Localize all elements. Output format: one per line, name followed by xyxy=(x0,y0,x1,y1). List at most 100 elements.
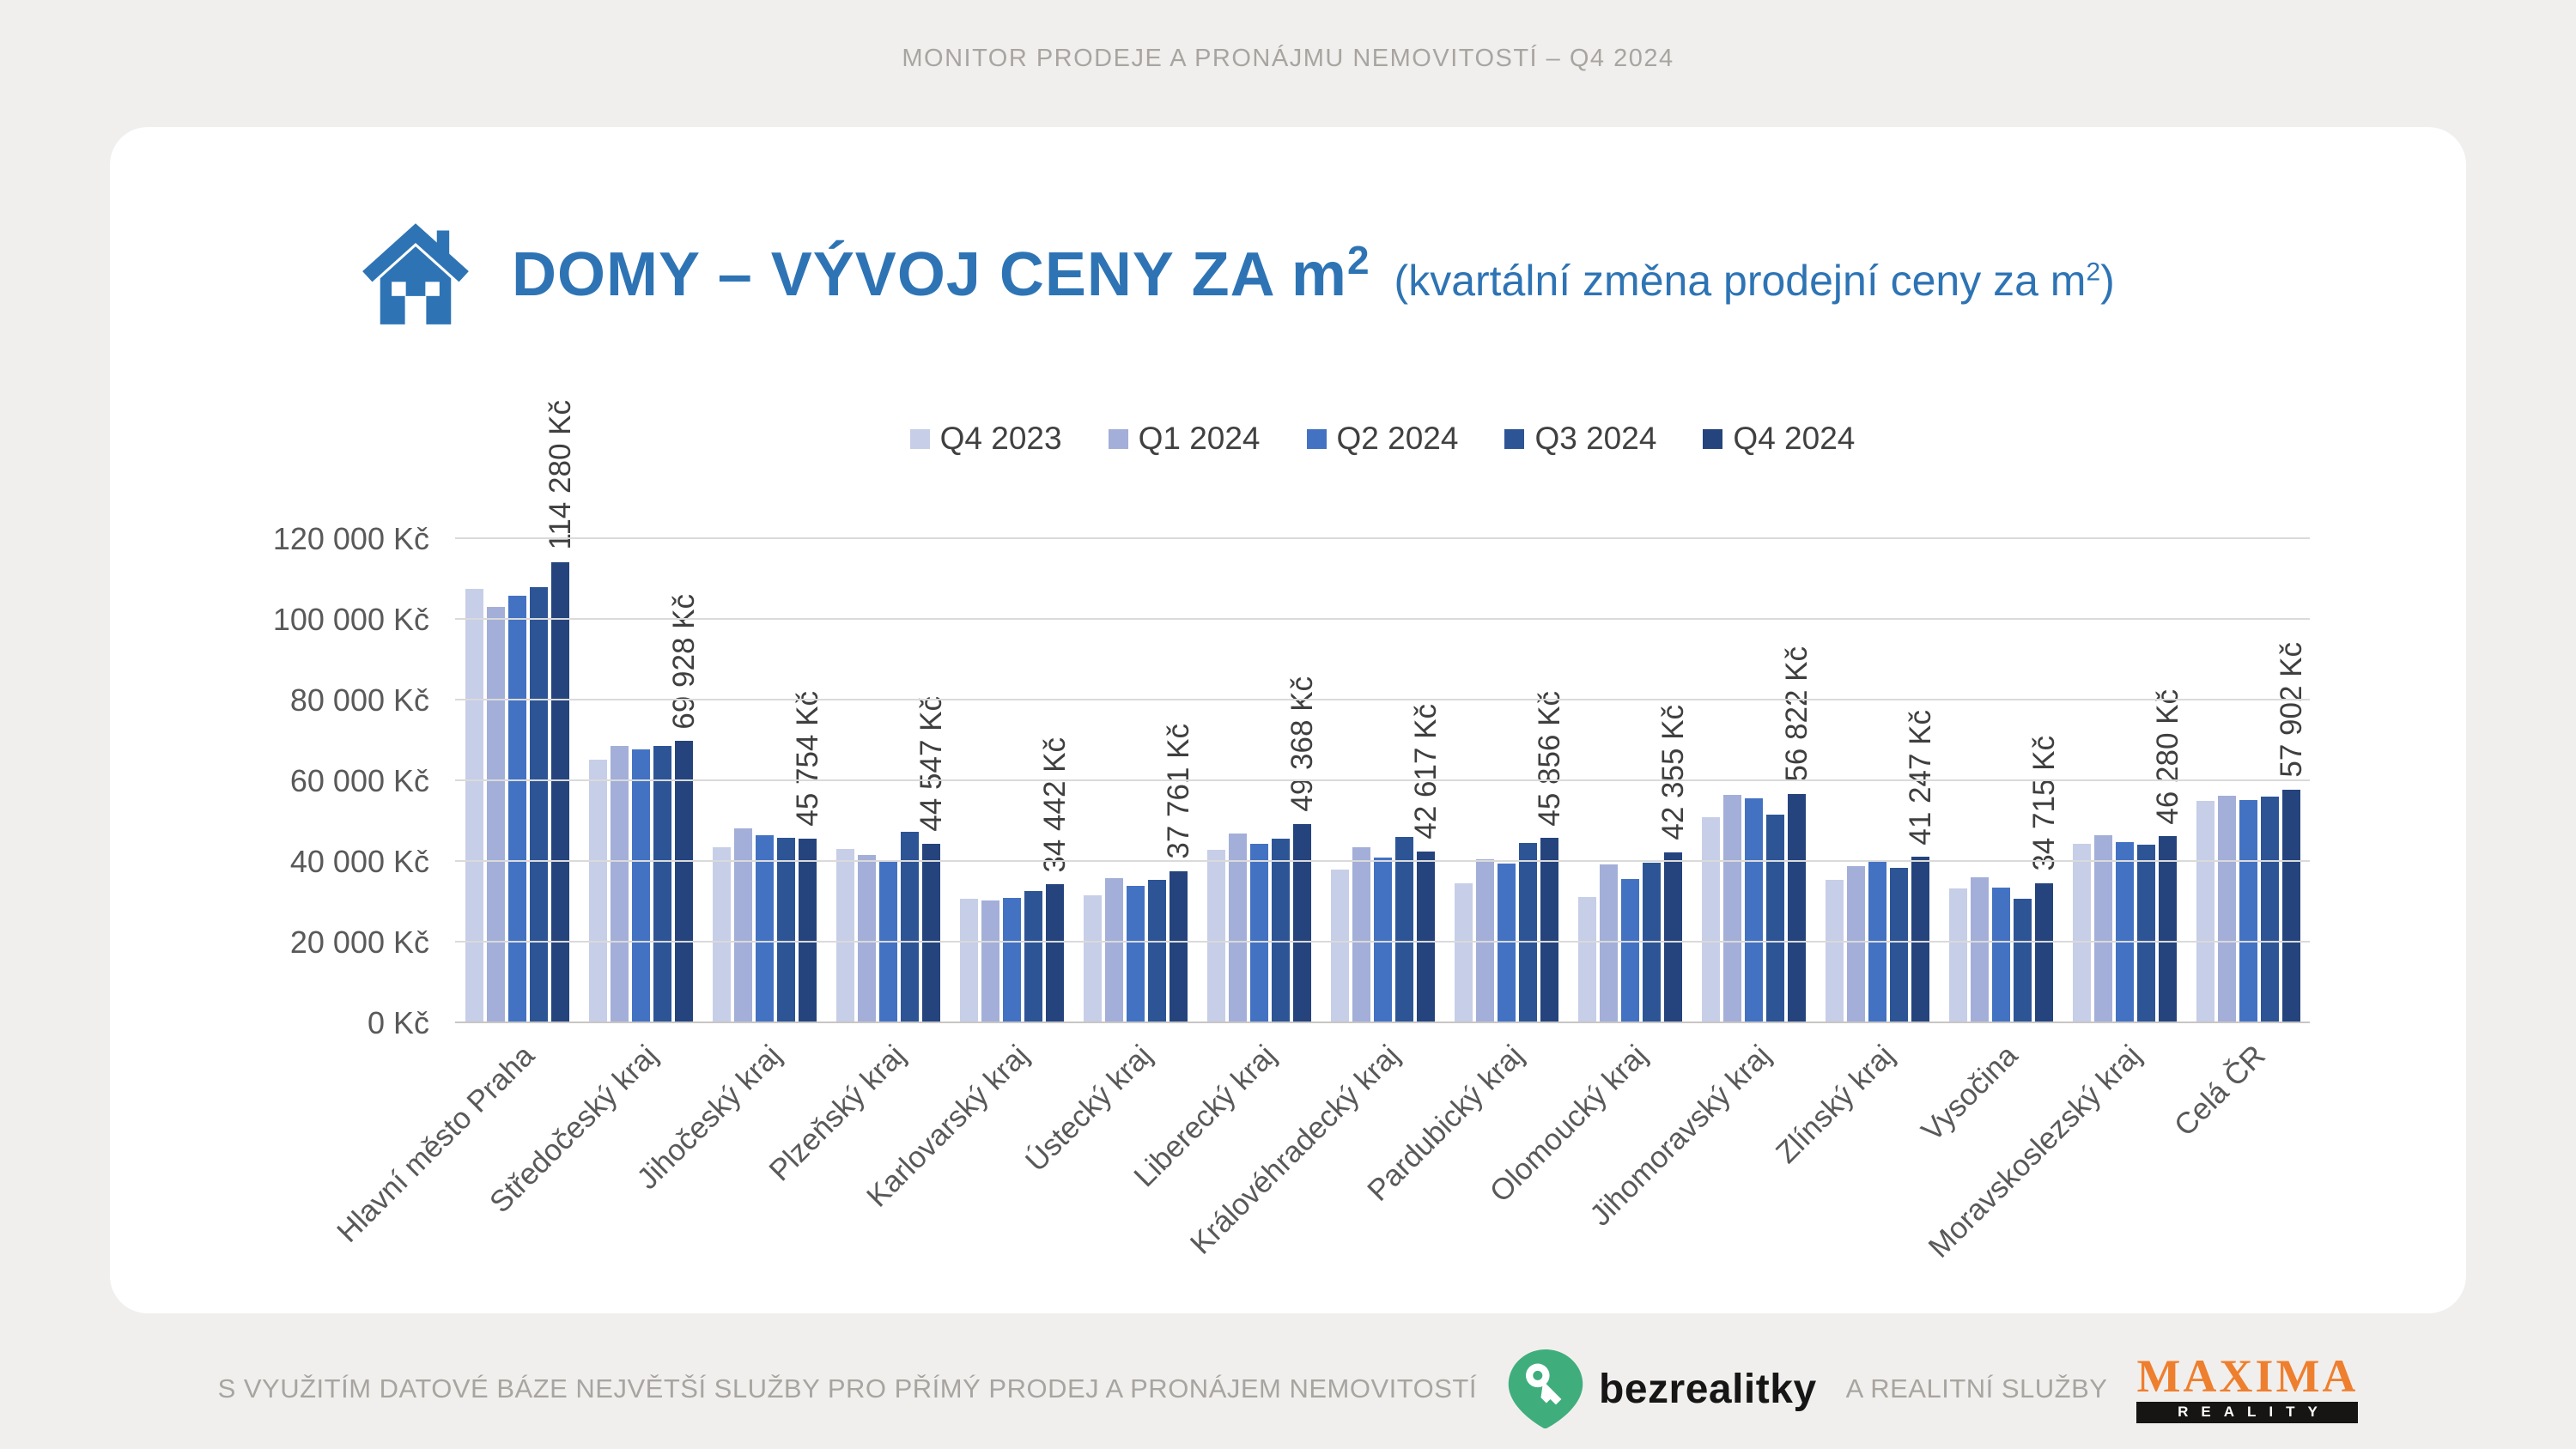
bar xyxy=(674,741,693,1023)
bezrealitky-logo: bezrealitky xyxy=(1506,1349,1817,1428)
bar xyxy=(1540,838,1558,1023)
bar xyxy=(2260,797,2279,1023)
bar xyxy=(776,838,795,1023)
bar xyxy=(1024,890,1042,1023)
subtitle-suffix: ) xyxy=(2100,256,2115,305)
maxima-wordmark: MAXIMA xyxy=(2136,1350,2359,1403)
bar xyxy=(1454,882,1473,1023)
bar xyxy=(550,561,569,1023)
bar xyxy=(1787,793,1806,1023)
bar-groups: 114 280 Kč 69 928 Kč 45 754 Kč 44 547 Kč 34 … xyxy=(455,400,2310,1023)
chart-legend: Q4 2023 Q1 2024 Q2 2024 Q3 2024 Q4 2024 xyxy=(455,421,2310,457)
bar xyxy=(2093,834,2112,1023)
bar-value-label: 114 280 Kč xyxy=(544,400,577,550)
bar xyxy=(2136,845,2155,1023)
bar xyxy=(1970,877,1989,1023)
bar-cluster xyxy=(1939,539,2063,1023)
bar-cluster xyxy=(826,539,950,1023)
bar-group: 69 928 Kč xyxy=(579,539,702,1023)
bar-cluster xyxy=(1815,539,1939,1023)
bar-value-label: 69 928 Kč xyxy=(667,593,701,730)
title-main: DOMY – VÝVOJ CENY ZA m xyxy=(512,239,1347,309)
bar-group: 42 617 Kč xyxy=(1321,539,1444,1023)
bar xyxy=(1228,833,1247,1023)
bar-value-label: 57 902 Kč xyxy=(2275,642,2308,778)
bar xyxy=(2013,899,2032,1023)
y-tick-label: 120 000 Kč xyxy=(272,521,429,556)
bar xyxy=(1620,878,1639,1023)
bar xyxy=(733,828,752,1023)
maxima-reality-bar: REALITY xyxy=(2136,1401,2359,1423)
bar xyxy=(712,847,731,1023)
subtitle-sup: 2 xyxy=(2086,257,2101,286)
bar xyxy=(1744,798,1763,1023)
plot-area: 114 280 Kč 69 928 Kč 45 754 Kč 44 547 Kč 34 … xyxy=(455,400,2310,1023)
bar xyxy=(1126,885,1145,1023)
bar xyxy=(1373,858,1392,1023)
bar xyxy=(835,849,854,1023)
bar-value-label: 41 247 Kč xyxy=(1904,709,1937,846)
bar xyxy=(1765,815,1784,1023)
bar-group: 34 715 Kč xyxy=(1939,539,2063,1023)
title-sup: 2 xyxy=(1346,237,1370,282)
bar xyxy=(1889,867,1908,1023)
bar xyxy=(959,898,978,1023)
bar xyxy=(2158,836,2177,1023)
bar-value-label: 42 617 Kč xyxy=(1409,704,1443,840)
bar-value-label: 44 547 Kč xyxy=(914,696,948,832)
bar xyxy=(465,588,483,1023)
x-category-label: Moravskoslezský kraj xyxy=(1922,1039,2148,1264)
bar xyxy=(1271,839,1290,1023)
legend-label: Q4 2024 xyxy=(1733,421,1856,456)
legend-swatch-icon xyxy=(1306,428,1327,449)
bar xyxy=(1825,879,1844,1023)
y-tick-label: 40 000 Kč xyxy=(289,844,429,879)
bar-cluster xyxy=(950,539,1073,1023)
bar-group: 44 547 Kč xyxy=(826,539,950,1023)
y-tick-label: 0 Kč xyxy=(367,1005,429,1040)
legend-swatch-icon xyxy=(1703,428,1723,449)
bar xyxy=(1911,857,1929,1023)
bar xyxy=(2034,882,2053,1023)
footer-note: S VYUŽITÍM DATOVÉ BÁZE NEJVĚTŠÍ SLUŽBY P… xyxy=(217,1373,1477,1404)
bar-cluster xyxy=(2063,539,2186,1023)
bar-cluster xyxy=(579,539,702,1023)
footer-services-label: A REALITNÍ SLUŽBY xyxy=(1845,1373,2108,1404)
grid-line xyxy=(455,699,2310,700)
bar xyxy=(486,606,505,1023)
maxima-logo: MAXIMA REALITY xyxy=(2136,1350,2359,1423)
y-axis-labels: 0 Kč 20 000 Kč 40 000 Kč 60 000 Kč 80 000 Kč… xyxy=(197,521,429,1040)
x-category-label: Zlínský kraj xyxy=(1769,1039,1901,1170)
x-category-label: Celá ČR xyxy=(2167,1039,2272,1143)
bar xyxy=(1002,897,1021,1023)
bar-cluster xyxy=(1321,539,1444,1023)
bar-value-label: 37 761 Kč xyxy=(1162,723,1195,859)
maxima-reality-label: REALITY xyxy=(2178,1404,2330,1421)
x-category-label: Královéhradecký kraj xyxy=(1183,1039,1406,1261)
bar-value-label: 46 280 Kč xyxy=(2151,688,2184,825)
bar-cluster xyxy=(1692,539,1815,1023)
bar-value-label: 34 715 Kč xyxy=(2027,736,2061,871)
bar-value-label: 42 355 Kč xyxy=(1656,705,1690,840)
bar xyxy=(1206,850,1225,1023)
grid-line xyxy=(455,618,2310,620)
legend-swatch-icon xyxy=(909,428,930,449)
grid-line xyxy=(455,941,2310,943)
bar xyxy=(2115,841,2134,1023)
y-tick-label: 20 000 Kč xyxy=(289,925,429,960)
legend-item: Q3 2024 xyxy=(1504,421,1656,457)
bar xyxy=(1104,877,1123,1023)
bezrealitky-pin-icon xyxy=(1508,1349,1583,1428)
bar xyxy=(1846,865,1865,1023)
bar-value-label: 56 822 Kč xyxy=(1780,646,1814,782)
title-row: DOMY – VÝVOJ CENY ZA m2 (kvartální změna … xyxy=(359,216,2115,330)
bar xyxy=(1416,851,1435,1023)
bar xyxy=(755,834,774,1023)
bar-group: 56 822 Kč xyxy=(1692,539,1815,1023)
legend-swatch-icon xyxy=(1504,428,1525,449)
bar-group: 114 280 Kč xyxy=(455,400,579,1023)
bar xyxy=(878,862,897,1023)
page-title: DOMY – VÝVOJ CENY ZA m2 (kvartální změna … xyxy=(512,237,2115,310)
house-icon xyxy=(362,223,469,324)
